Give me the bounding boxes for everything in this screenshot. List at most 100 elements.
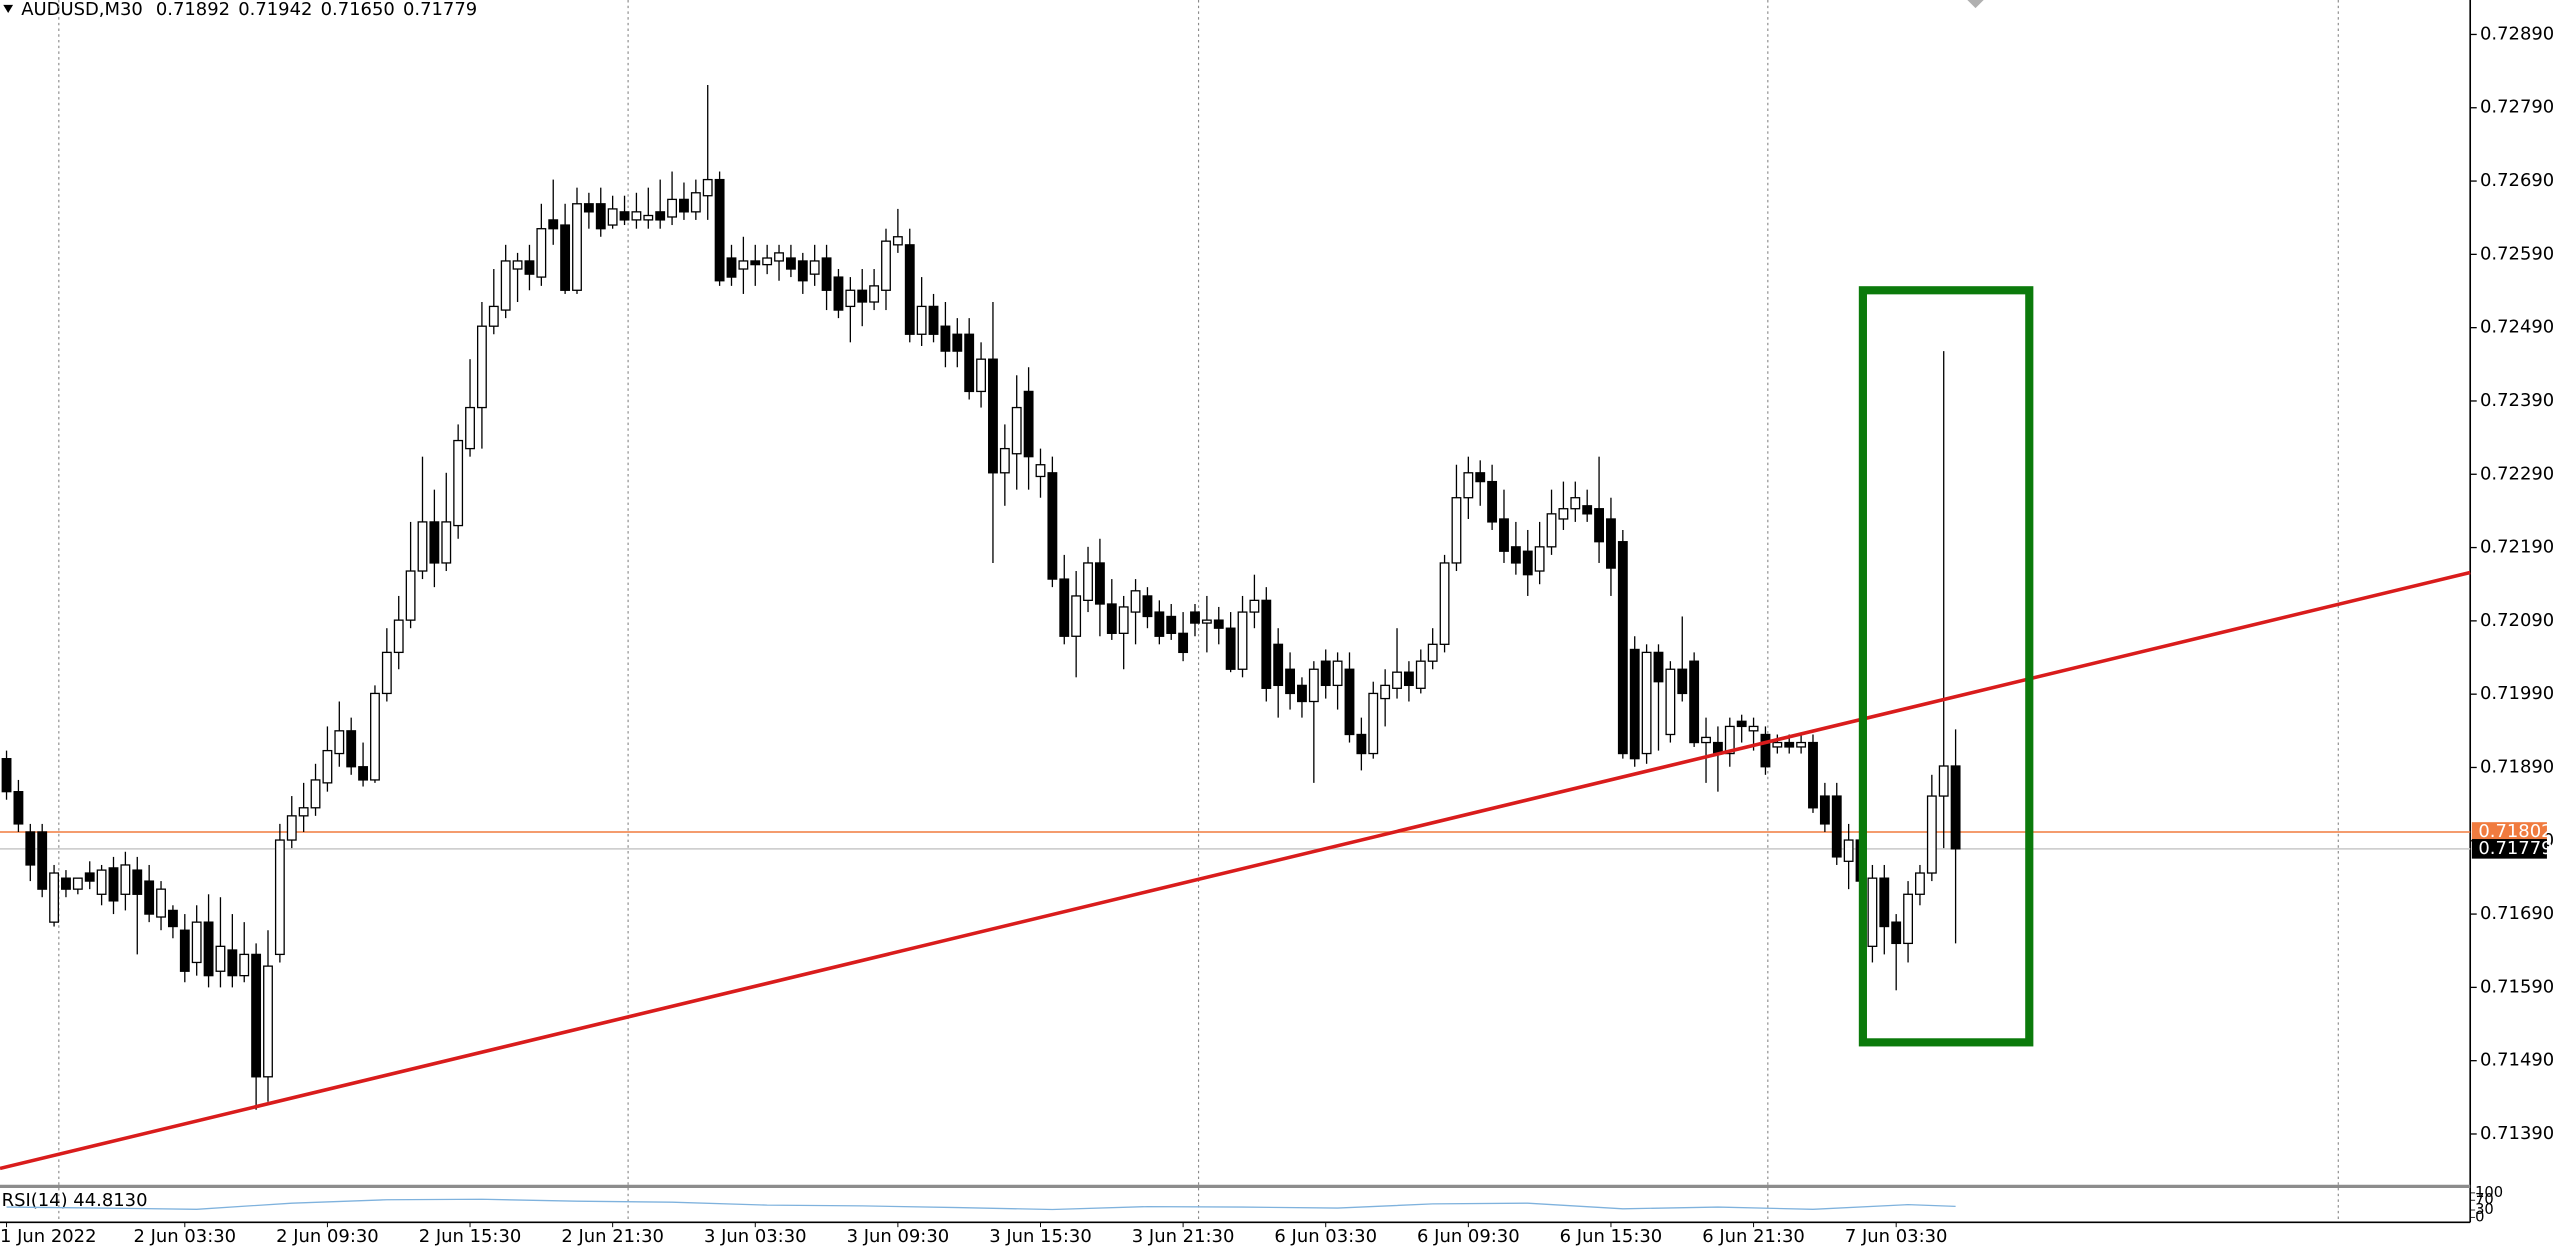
x-tick-label: 1 Jun 2022: [0, 1226, 97, 1247]
y-tick-label: 0.72590: [2480, 243, 2554, 264]
candle-body: [1510, 546, 1521, 564]
candle-body: [476, 325, 487, 409]
candle-body: [1736, 720, 1747, 728]
candle-body: [1808, 741, 1818, 809]
ohlc-close: 0.71779: [403, 0, 477, 20]
candle-body: [1867, 877, 1878, 947]
candle-body: [833, 276, 844, 311]
y-tick-label: 0.71690: [2480, 903, 2554, 924]
candle-body: [1748, 725, 1759, 732]
candle-body: [298, 807, 309, 817]
candle-body: [690, 192, 701, 213]
candle-body: [453, 439, 464, 527]
candle-body: [619, 211, 630, 221]
candle-body: [1368, 692, 1379, 755]
candle-body: [548, 219, 559, 230]
ohlc-open: 0.71892: [156, 0, 230, 20]
rsi-tick-label: 30: [2475, 1201, 2494, 1218]
candle-body: [1819, 795, 1830, 825]
y-tick-label: 0.71490: [2480, 1050, 2554, 1071]
candle-body: [857, 289, 868, 303]
candle-body: [1475, 472, 1486, 483]
candle-body: [1487, 480, 1498, 523]
candle-body: [1356, 733, 1367, 755]
candle-body: [1249, 599, 1260, 613]
candle-body: [1903, 893, 1913, 945]
candle-body: [904, 244, 915, 335]
candle-body: [1320, 660, 1331, 687]
candle-body: [13, 791, 24, 825]
candle-body: [607, 208, 618, 226]
rsi-tick-label: 0: [2475, 1208, 2484, 1225]
candle-body: [1332, 660, 1343, 687]
rsi-line: [6, 1198, 1956, 1211]
candle-body: [191, 921, 202, 964]
last-line-label: 0.71779: [2478, 838, 2552, 859]
candle-body: [1499, 518, 1509, 552]
y-tick-label: 0.71590: [2480, 976, 2554, 997]
candle-body: [1427, 643, 1438, 662]
candle-body: [928, 305, 939, 335]
candle-body: [952, 333, 963, 352]
candle-body: [785, 257, 796, 270]
candle-body: [1142, 595, 1153, 618]
candle-body: [132, 869, 143, 895]
y-tick-label: 0.72190: [2480, 537, 2554, 558]
candle-body: [1570, 497, 1581, 510]
candle-body: [1392, 671, 1402, 689]
candle-body: [1035, 464, 1046, 478]
candle-body: [1522, 550, 1533, 576]
candle-body: [334, 730, 345, 755]
candle-body: [381, 651, 392, 695]
candle-body: [1784, 741, 1795, 748]
x-tick-label: 7 Jun 03:30: [1845, 1226, 1948, 1247]
candle-body: [1689, 660, 1700, 744]
candle-body: [595, 203, 606, 230]
x-tick-label: 3 Jun 03:30: [704, 1226, 807, 1247]
candle-body: [1059, 578, 1070, 637]
candle-body: [631, 211, 642, 221]
shift-marker: [1967, 0, 1984, 9]
candle-body: [976, 358, 987, 393]
candle-body: [393, 619, 404, 654]
candle-body: [881, 240, 891, 291]
candle-body: [1106, 603, 1117, 634]
candle-body: [1582, 505, 1593, 515]
candle-body: [1213, 619, 1224, 629]
x-tick-label: 2 Jun 09:30: [276, 1226, 379, 1247]
symbol: AUDUSD,M30: [21, 0, 143, 20]
x-tick-label: 6 Jun 21:30: [1702, 1226, 1805, 1247]
candle-body: [203, 921, 214, 977]
rsi-tick-label: 70: [2475, 1191, 2494, 1208]
candle-body: [441, 521, 452, 564]
candle-body: [72, 877, 83, 890]
candle-body: [679, 198, 689, 213]
candle-body: [1154, 611, 1165, 637]
x-tick-label: 2 Jun 21:30: [561, 1226, 664, 1247]
candle-body: [405, 570, 416, 621]
y-tick-label: 0.72090: [2480, 610, 2554, 631]
trendline: [0, 570, 2471, 1171]
y-tick-label: 0.72890: [2480, 23, 2554, 44]
candle-body: [1, 758, 12, 793]
candle-body: [702, 178, 713, 197]
candle-body: [1950, 765, 1961, 850]
candle-body: [809, 260, 820, 275]
candle-body: [1772, 741, 1783, 748]
candle-body: [1047, 472, 1058, 580]
candle-body: [1606, 518, 1616, 569]
candle-body: [1879, 877, 1890, 928]
candle-body: [274, 839, 285, 956]
candle-body: [1166, 615, 1177, 634]
candle-body: [892, 236, 903, 246]
candle-body: [1653, 651, 1664, 683]
candle-body: [25, 831, 36, 866]
candle-body: [714, 178, 725, 282]
candle-body: [512, 260, 523, 270]
candle-body: [1403, 671, 1414, 687]
candle-body: [179, 929, 190, 972]
candle-body: [1891, 921, 1902, 945]
candle-body: [1261, 599, 1272, 689]
